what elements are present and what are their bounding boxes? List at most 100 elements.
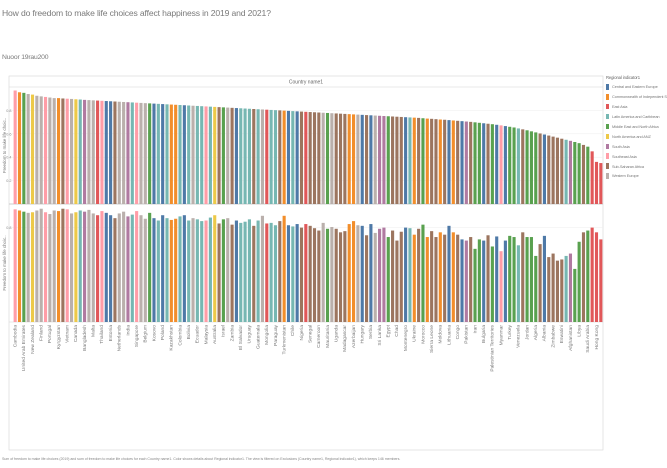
legend-item[interactable]: Sub-Saharan Africa	[606, 161, 667, 171]
bar: Morocco — Freedom to make life choices (…	[421, 224, 425, 322]
category-label: Montenegro	[403, 325, 409, 351]
bar: Canada — Freedom to make life choices (2…	[74, 99, 78, 204]
bar: Iceland — Freedom to make life choices (…	[87, 100, 91, 204]
bar: Venezuela — Freedom to make life choices…	[516, 128, 520, 204]
legend-item[interactable]: Latin America and Caribbean	[606, 112, 667, 122]
bar: Egypt — Freedom to make life choices (20…	[386, 116, 390, 204]
bar: Sri Lanka — Freedom to make life choices…	[378, 115, 382, 204]
bar: Congo — Freedom to make life choices (20…	[456, 120, 460, 204]
bar: Burkina Faso — Freedom to make life choi…	[391, 230, 395, 322]
bar: Netherlands — Freedom to make life choic…	[117, 213, 121, 322]
bar: El Salvador — Freedom to make life choic…	[239, 108, 243, 204]
bar: Finland — Freedom to make life choices (…	[39, 208, 43, 322]
bar: Luxembourg — Freedom to make life choice…	[139, 215, 143, 322]
bar: South Korea — Freedom to make life choic…	[590, 227, 594, 322]
category-label: Bulgaria	[481, 325, 487, 343]
filter-text: Nuoor 19rau200	[2, 54, 49, 61]
bar: New Zealand — Freedom to make life choic…	[30, 94, 35, 204]
bar: Iran — Freedom to make life choices (202…	[473, 248, 477, 322]
category-label: Algeria	[533, 325, 539, 341]
category-label: Israel	[221, 325, 227, 337]
category-label: Guatemala	[255, 325, 261, 349]
bar: Senegal — Freedom to make life choices (…	[308, 225, 312, 322]
bar: Slovakia — Freedom to make life choices …	[286, 110, 291, 204]
bar: Eswatini — Freedom to make life choices …	[560, 259, 564, 322]
legend-item[interactable]: South Asia	[606, 141, 667, 151]
category-label: Malta	[91, 325, 97, 337]
bar: Pakistan — Freedom to make life choices …	[464, 240, 468, 322]
bar: Sierra Leone — Freedom to make life choi…	[430, 231, 434, 322]
bar: North Macedonia — Freedom to make life c…	[495, 236, 499, 322]
bar: Tunisia — Freedom to make life choices (…	[512, 127, 516, 204]
bar: Hungary — Freedom to make life choices (…	[360, 114, 364, 204]
legend-swatch	[606, 103, 609, 110]
bar: Japan — Freedom to make life choices (20…	[304, 224, 308, 322]
bar: Senegal — Freedom to make life choices (…	[308, 112, 312, 204]
bar: Benin — Freedom to make life choices (20…	[443, 234, 447, 322]
legend-item[interactable]: North America and ANZ	[606, 131, 667, 141]
category-label: Bangladesh	[82, 325, 88, 351]
bar: Venezuela — Freedom to make life choices…	[516, 245, 520, 322]
bar: Nicaragua — Freedom to make life choices…	[408, 228, 412, 322]
bar: Portugal — Freedom to make life choices …	[48, 97, 52, 204]
bar: Burundi — Freedom to make life choices (…	[469, 121, 473, 204]
bar: Latvia — Freedom to make life choices (2…	[234, 108, 238, 204]
bar: Sierra Leone — Freedom to make life choi…	[430, 118, 434, 204]
legend-item[interactable]: Commonwealth of Independent States	[606, 92, 667, 102]
bar: Israel — Freedom to make life choices (2…	[221, 107, 225, 204]
bar: Canada — Freedom to make life choices (2…	[74, 212, 78, 322]
category-label: Zambia	[229, 325, 235, 342]
category-label: Ukraine	[412, 325, 418, 342]
category-label: Poland	[160, 325, 166, 341]
bar: Austria — Freedom to make life choices (…	[52, 98, 56, 204]
category-label: Chile	[290, 325, 296, 336]
bar: Mexico — Freedom to make life choices (2…	[200, 221, 204, 322]
bar: Chile — Freedom to make life choices (20…	[291, 226, 295, 322]
bar: Philippines — Freedom to make life choic…	[43, 96, 48, 204]
legend-item[interactable]: East Asia	[606, 102, 667, 112]
category-label: Iran	[472, 325, 478, 334]
bar: Belgium — Freedom to make life choices (…	[143, 218, 147, 322]
bar: Haiti — Freedom to make life choices (20…	[564, 139, 568, 204]
bar: Hong Kong — Freedom to make life choices…	[594, 161, 599, 204]
legend-item[interactable]: Western Europe	[606, 171, 667, 181]
category-label: Belgium	[143, 325, 149, 343]
legend-item[interactable]: Southeast Asia	[606, 151, 667, 161]
legend-item[interactable]: Middle East and North Africa	[606, 122, 667, 132]
bar: Estonia — Freedom to make life choices (…	[109, 215, 113, 322]
bar: Hungary — Freedom to make life choices (…	[360, 225, 364, 322]
bar: Estonia — Freedom to make life choices (…	[109, 101, 113, 204]
bar: Singapore — Freedom to make life choices…	[135, 211, 139, 322]
category-label: Morocco	[420, 325, 426, 344]
bar: Tanzania — Freedom to make life choices …	[278, 221, 282, 322]
bar: Ukraine — Freedom to make life choices (…	[412, 234, 416, 322]
category-label: Hungary	[360, 324, 366, 343]
bar: Iraq — Freedom to make life choices (202…	[477, 239, 481, 322]
category-label: Lithuania	[446, 325, 452, 345]
bar: Taiwan Province of China — Freedom to ma…	[599, 163, 603, 204]
bar: Bolivia — Freedom to make life choices (…	[187, 220, 191, 322]
bar: Jordan — Freedom to make life choices (2…	[525, 237, 529, 322]
bar: Egypt — Freedom to make life choices (20…	[386, 237, 390, 322]
bar: Turkey — Freedom to make life choices (2…	[508, 126, 512, 204]
bar: Belarus — Freedom to make life choices (…	[347, 224, 351, 322]
bar: Kosovo — Freedom to make life choices (2…	[152, 218, 156, 322]
bar: Philippines — Freedom to make life choic…	[43, 212, 48, 322]
bar: Mali — Freedom to make life choices (202…	[399, 231, 403, 322]
bar: Malta — Freedom to make life choices (20…	[91, 213, 95, 322]
tick-label: 0.4	[6, 156, 11, 160]
tick-label: 0.2	[6, 179, 11, 183]
category-label: Finland	[38, 325, 44, 341]
bar: Cambodia — Freedom to make life choices …	[13, 90, 17, 204]
category-label: New Zealand	[30, 325, 36, 354]
bar: Lithuania — Freedom to make life choices…	[447, 225, 451, 322]
bar: Greece — Freedom to make life choices (2…	[373, 232, 377, 322]
category-label: Congo	[455, 325, 461, 340]
legend-item[interactable]: Central and Eastern Europe	[606, 82, 667, 92]
bar: Cameroon — Freedom to make life choices …	[317, 230, 321, 322]
bar: North Macedonia — Freedom to make life c…	[495, 124, 499, 204]
bar: Algeria — Freedom to make life choices (…	[534, 255, 538, 322]
category-label: Nigeria	[299, 325, 305, 341]
bar: Sweden — Freedom to make life choices (2…	[260, 109, 265, 204]
bar: India — Freedom to make life choices (20…	[126, 102, 130, 204]
